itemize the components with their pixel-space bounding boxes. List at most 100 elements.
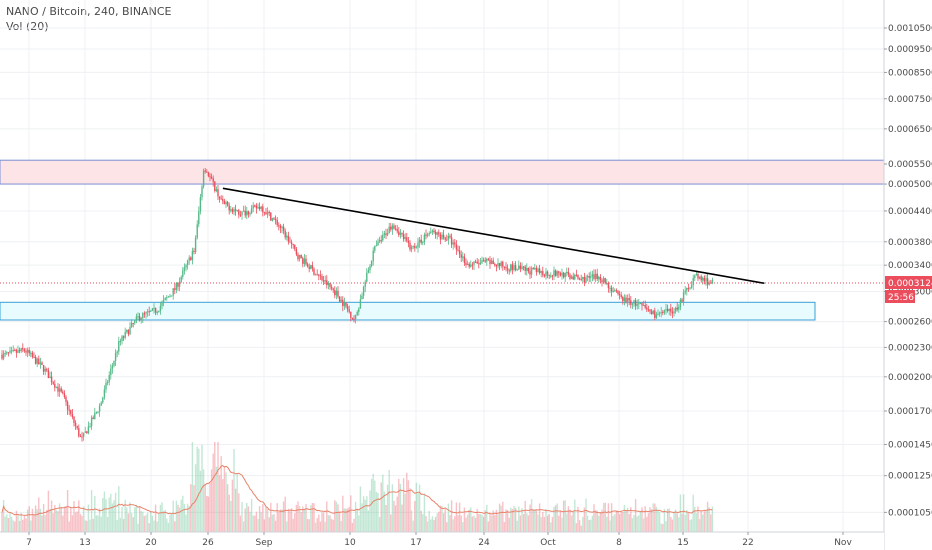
volume-bar	[489, 513, 491, 532]
volume-bar	[614, 514, 616, 532]
time-axis[interactable]: 7 13 20 26 Sep 10 17 24 Oct 8 15 22 Nov	[0, 531, 884, 550]
volume-bar	[636, 516, 638, 532]
candle-body	[530, 268, 533, 275]
candle-body	[375, 245, 378, 247]
volume-bar	[511, 509, 514, 532]
volume-bar	[420, 510, 422, 532]
volume-bar	[230, 500, 232, 532]
candle-body	[455, 244, 458, 250]
volume-bar	[82, 506, 85, 532]
volume-bar	[553, 506, 555, 532]
volume-bar	[358, 515, 360, 532]
candle-body	[452, 242, 454, 245]
candle-body	[686, 287, 688, 291]
volume-bar	[622, 511, 624, 532]
volume-bar	[564, 500, 566, 532]
candle-body	[271, 218, 274, 221]
candle-body	[697, 273, 699, 279]
price-tick-label: 0.0004400	[888, 207, 932, 217]
volume-bar	[567, 506, 570, 532]
candle-body	[602, 278, 605, 283]
volume-bar	[665, 521, 667, 532]
candle-body	[265, 212, 267, 215]
volume-bar	[111, 503, 114, 532]
candle-body	[177, 283, 179, 287]
volume-bar	[174, 521, 176, 532]
volume-bar	[618, 514, 621, 532]
volume-bar	[639, 511, 642, 532]
candle-body	[372, 250, 374, 262]
volume-indicator-label[interactable]: Vol (20)	[6, 20, 49, 33]
volume-bar	[612, 515, 614, 532]
candle-body	[404, 237, 406, 240]
candle-body	[172, 288, 174, 296]
volume-bar	[580, 525, 582, 532]
volume-bar	[2, 500, 5, 532]
volume-bar	[98, 508, 101, 532]
candle-body	[689, 287, 691, 289]
candle-body	[454, 242, 456, 245]
candle-body	[1, 354, 3, 359]
candle-body	[598, 276, 600, 280]
volume-bar	[60, 506, 62, 532]
candle-body	[31, 352, 34, 357]
volume-bar	[57, 511, 59, 532]
time-axis-bg	[0, 532, 884, 550]
volume-bar	[79, 513, 82, 532]
grid	[0, 0, 884, 532]
candle-body	[167, 296, 170, 298]
volume-bar	[404, 493, 406, 532]
candle-body	[158, 310, 160, 313]
volume-bar	[695, 513, 698, 532]
candle-body	[502, 261, 504, 267]
volume-bar	[666, 508, 669, 532]
volume-bar	[433, 519, 435, 532]
candle-body	[638, 303, 640, 305]
candle-timer-text: 25:56	[888, 293, 914, 303]
candle-body	[220, 198, 222, 200]
candle-body	[86, 431, 88, 434]
candle-body	[572, 276, 574, 280]
candle-body	[71, 413, 74, 417]
volume-bar	[284, 496, 286, 532]
volume-bar	[196, 446, 198, 532]
candle-body	[550, 275, 552, 277]
candle-body	[377, 241, 379, 246]
candle-body	[84, 431, 86, 433]
volume-bar	[145, 514, 147, 532]
volume-bar	[439, 505, 442, 532]
candle-body	[26, 349, 29, 353]
volume-bar	[521, 508, 523, 532]
price-axis[interactable]: 0.0010500 0.0009500 0.0008500 0.0007500 0.00…	[883, 0, 932, 550]
candle-timer-badge	[885, 289, 915, 303]
candle-body	[473, 261, 475, 265]
candle-body	[81, 436, 83, 438]
volume-bar	[649, 507, 651, 532]
volume-bar	[500, 505, 502, 532]
volume-bar	[103, 491, 106, 532]
volume-bar	[458, 502, 461, 532]
volume-bar	[679, 494, 682, 532]
candle-body	[465, 262, 467, 266]
candle-body	[620, 294, 622, 297]
volume-bar	[150, 510, 152, 532]
candle-body	[18, 350, 21, 352]
volume-bar	[537, 514, 539, 532]
symbol-title[interactable]: NANO / Bitcoin, 240, BINANCE	[6, 5, 172, 18]
candle-body	[38, 358, 40, 365]
candle-body	[516, 269, 518, 271]
volume-bar	[236, 473, 238, 532]
candle-body	[25, 350, 27, 353]
candle-body	[52, 382, 54, 384]
candle-body	[334, 290, 336, 296]
volume-bar	[540, 517, 542, 532]
trendline[interactable]	[222, 187, 765, 285]
volume-bar	[366, 496, 368, 532]
volume-bar	[441, 506, 443, 532]
volume-bar	[322, 512, 325, 532]
candle-body	[50, 376, 53, 383]
candle-body	[666, 309, 669, 312]
volume-bar	[156, 521, 158, 532]
volume-bar	[246, 502, 248, 532]
